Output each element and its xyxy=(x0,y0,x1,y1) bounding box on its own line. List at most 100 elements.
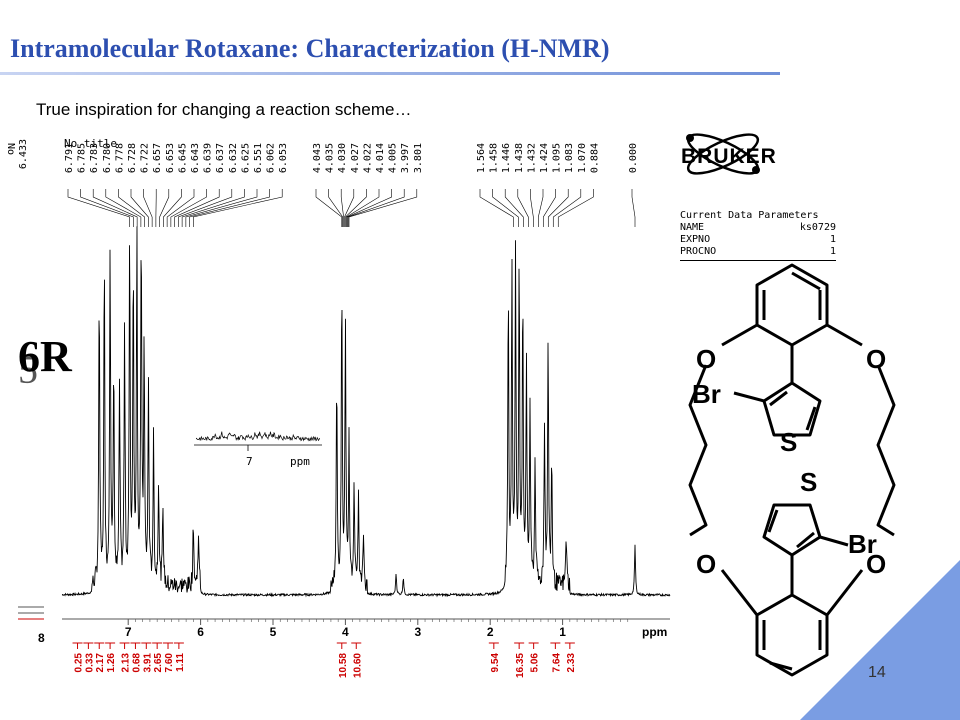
bottom-benzene-ring xyxy=(755,593,829,677)
left-fragment: No 6.433 xyxy=(5,139,29,169)
peak-connector xyxy=(130,189,149,227)
peak-connector xyxy=(105,189,142,227)
peak-connector xyxy=(67,189,130,227)
logo-dot xyxy=(686,134,694,142)
peak-label: 6.632 xyxy=(228,143,239,173)
left-title-fragment: No xyxy=(5,143,16,155)
x-tick-label: 4 xyxy=(342,625,349,639)
x-tick-label: 7 xyxy=(125,625,132,639)
integral-value: 16.35 xyxy=(515,653,526,678)
page-number: 14 xyxy=(868,664,886,681)
corner-triangle xyxy=(800,560,960,720)
aromatic-bond xyxy=(769,390,788,407)
integral-value: 0.33 xyxy=(84,653,95,673)
peak-connector xyxy=(542,189,556,227)
peak-label: 4.022 xyxy=(362,143,373,173)
logo-dot xyxy=(752,166,760,174)
peak-connector xyxy=(189,189,270,227)
peak-label-group: 6.791 6.785 6.783 6.780 6.778 6.728 6.722 6.657… xyxy=(64,143,639,173)
param-key: NAME xyxy=(680,222,705,233)
peak-connector xyxy=(492,189,519,227)
param-value: 1 xyxy=(829,234,836,245)
inset-trace xyxy=(195,431,320,442)
compound-label-ghost: 5 xyxy=(18,347,38,392)
x-axis: 8 7 6 5 4 3 2 1 xyxy=(18,606,670,645)
peak-label: 1.564 xyxy=(476,143,487,173)
sulfur-label: S xyxy=(780,427,797,457)
peak-connector xyxy=(80,189,134,227)
right-chain xyxy=(876,364,896,537)
integral-labels: 0.25 0.33 2.17 1.26 2.13 0.68 3.91 2.65 7.60 1.11… xyxy=(72,642,577,678)
bond xyxy=(721,323,758,347)
aromatic-bond xyxy=(769,661,793,671)
peak-label: 6.785 xyxy=(77,143,88,173)
peak-connector xyxy=(92,189,138,227)
integral-value: 1.11 xyxy=(175,653,186,672)
param-key: EXPNO xyxy=(680,234,711,245)
peak-label: 6.657 xyxy=(152,143,163,173)
integral-value: 10.60 xyxy=(352,653,363,678)
peak-connector xyxy=(517,189,529,227)
peak-label: 6.637 xyxy=(215,143,226,173)
peak-connector xyxy=(181,189,245,227)
bond xyxy=(819,535,849,547)
bond xyxy=(720,569,759,616)
integral-value: 7.64 xyxy=(551,653,562,673)
x-tick-label: 1 xyxy=(559,625,566,639)
oxygen-label: O xyxy=(696,549,716,579)
nmr-spectrum: No 6.433 No title 6.791 6.785 6.783 6.780 6.… xyxy=(5,137,671,678)
peak-connector xyxy=(504,189,524,227)
bruker-logo xyxy=(686,133,760,175)
peak-connector xyxy=(547,189,569,227)
oxygen-label: O xyxy=(866,344,886,374)
peak-connector xyxy=(552,189,582,227)
spectrum-trace xyxy=(61,226,671,598)
peak-connector xyxy=(346,189,380,227)
peak-connector xyxy=(178,189,233,227)
peak-connector xyxy=(159,189,170,227)
left-chain xyxy=(688,364,708,537)
data-parameters: Current Data Parameters NAME ks0729 EXPNO… xyxy=(680,210,836,261)
inset-tick-label: 7 xyxy=(246,455,253,468)
peak-connector xyxy=(143,189,153,227)
zoom-inset: 7 ppm xyxy=(194,395,322,468)
molecule-bonds xyxy=(688,263,896,677)
peak-label: 4.005 xyxy=(388,143,399,173)
oxygen-label: O xyxy=(866,549,886,579)
slide-subtitle: True inspiration for changing a reaction… xyxy=(36,100,412,119)
peak-connector xyxy=(193,189,283,227)
params-header: Current Data Parameters xyxy=(680,210,819,221)
param-row: NAME ks0729 xyxy=(680,222,836,234)
peak-label: 0.884 xyxy=(589,143,600,173)
peak-label: 6.722 xyxy=(140,143,151,173)
param-value: 1 xyxy=(829,246,836,257)
aromatic-bond xyxy=(805,406,817,431)
x-tick-label: 3 xyxy=(414,625,421,639)
aromatic-bond xyxy=(791,271,821,291)
peak-connector xyxy=(118,189,145,227)
peak-connector xyxy=(315,189,343,227)
peak-label: 4.030 xyxy=(337,143,348,173)
peak-connector xyxy=(340,189,344,227)
peak-label: 1.424 xyxy=(539,143,550,173)
integral-value: 7.60 xyxy=(164,653,175,673)
spectrum-title: No title xyxy=(64,137,117,150)
x-tick-label: 2 xyxy=(487,625,494,639)
peak-label: 6.791 xyxy=(64,143,75,173)
peak-label: 6.653 xyxy=(165,143,176,173)
integral-value: 2.13 xyxy=(121,653,132,673)
peak-connector xyxy=(344,189,355,227)
peak-label: 6.728 xyxy=(127,143,138,173)
bromine-label: Br xyxy=(692,379,721,409)
peak-label: 1.432 xyxy=(526,143,537,173)
peak-connector xyxy=(530,189,534,227)
param-value: ks0729 xyxy=(799,222,836,233)
peak-label: 4.027 xyxy=(350,143,361,173)
peak-connector xyxy=(185,189,258,227)
peak-label: 6.062 xyxy=(266,143,277,173)
peak-label: 1.083 xyxy=(564,143,575,173)
integral-value: 2.33 xyxy=(566,653,577,673)
peak-label: 6.551 xyxy=(253,143,264,173)
integral-value: 9.54 xyxy=(490,653,501,673)
peak-connector xyxy=(631,189,636,227)
